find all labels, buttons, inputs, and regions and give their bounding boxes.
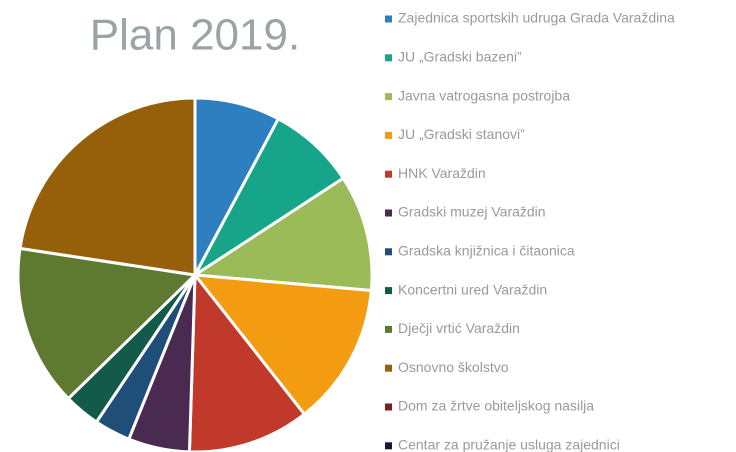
legend-label: Gradski muzej Varaždin bbox=[398, 204, 546, 220]
legend-label: Dom za žrtve obiteljskog nasilja bbox=[398, 398, 594, 414]
legend-swatch bbox=[385, 442, 392, 450]
legend-swatch bbox=[385, 170, 392, 178]
legend-swatch bbox=[385, 403, 392, 411]
pie-slice bbox=[18, 96, 197, 277]
legend-swatch bbox=[385, 15, 392, 23]
legend-label: JU „Gradski stanovi” bbox=[398, 126, 525, 142]
legend-swatch bbox=[385, 209, 392, 217]
pie-slice bbox=[16, 246, 197, 401]
chart-title: Plan 2019. bbox=[90, 11, 300, 60]
pie-slice bbox=[193, 273, 373, 416]
legend-swatch bbox=[385, 287, 392, 295]
legend-label: Koncertni ured Varaždin bbox=[398, 281, 547, 297]
legend-swatch bbox=[385, 131, 392, 139]
legend-label: Osnovno školstvo bbox=[398, 359, 509, 375]
pie-slice bbox=[193, 117, 345, 277]
legend-label: Gradska knjižnica i čitaonica bbox=[398, 243, 575, 259]
legend-swatch bbox=[385, 54, 392, 62]
legend-label: Centar za pružanje usluga zajednici bbox=[398, 437, 620, 452]
legend-label: HNK Varaždin bbox=[398, 165, 486, 181]
legend-swatch bbox=[385, 364, 392, 372]
legend-swatch bbox=[385, 248, 392, 256]
legend-label: Zajednica sportskih udruga Grada Varaždi… bbox=[398, 10, 675, 26]
legend-label: JU „Gradski bazeni” bbox=[398, 49, 522, 65]
pie-slice bbox=[193, 176, 374, 293]
legend-swatch bbox=[385, 325, 392, 333]
legend-label: Dječji vrtić Varaždin bbox=[398, 320, 520, 336]
legend-swatch bbox=[385, 93, 392, 101]
legend-label: Javna vatrogasna postrojba bbox=[398, 87, 570, 103]
